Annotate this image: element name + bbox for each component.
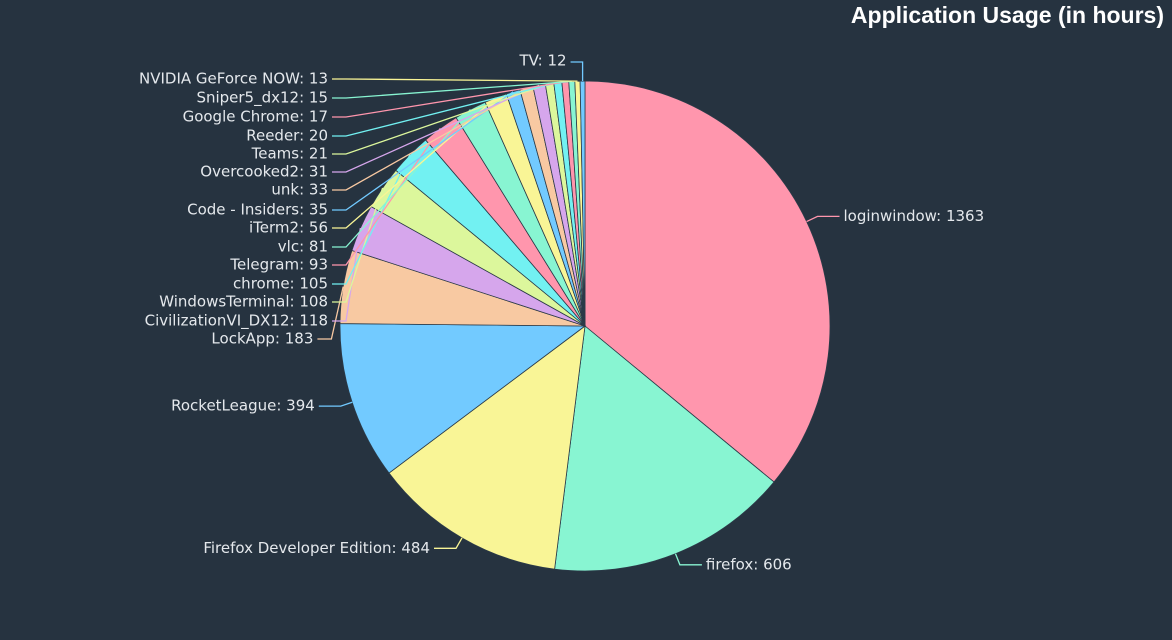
leader-lines	[317, 61, 840, 566]
leader-line	[332, 81, 566, 118]
slice-label: Telegram: 93	[229, 256, 328, 274]
slice-label: iTerm2: 56	[249, 219, 328, 237]
leader-line	[332, 187, 384, 303]
slice-label: Google Chrome: 17	[183, 108, 328, 126]
pie-slice-firefox[interactable]	[554, 325, 775, 572]
slice-label: Overcooked2: 31	[200, 163, 328, 181]
slice-label: Firefox Developer Edition: 484	[203, 539, 430, 557]
slice-label: vlc: 81	[278, 238, 328, 256]
slice-label: unk: 33	[271, 181, 328, 199]
leader-line	[332, 91, 514, 211]
pie-slice-rocketleague[interactable]	[339, 323, 587, 474]
pie-slice-tv[interactable]	[579, 80, 586, 327]
leader-line	[674, 553, 702, 566]
slice-labels: loginwindow: 1363 firefox: 606 Firefox Dev…	[139, 52, 984, 574]
slice-label: NVIDIA GeForce NOW: 13	[139, 70, 328, 88]
slice-label: Teams: 21	[251, 145, 328, 163]
slice-label: loginwindow: 1363	[844, 207, 985, 225]
pie-slices	[339, 80, 831, 572]
leader-line	[332, 80, 572, 99]
leader-line	[332, 97, 497, 229]
leader-line	[332, 82, 550, 155]
pie-slice-firefox-developer-edition[interactable]	[388, 325, 586, 570]
leader-line	[332, 227, 362, 322]
leader-line	[332, 84, 540, 173]
leader-line	[318, 401, 353, 407]
slice-label: Reeder: 20	[246, 127, 328, 145]
slice-label: RocketLeague: 394	[171, 397, 315, 415]
leader-line	[570, 61, 584, 81]
slice-label: Sniper5_dx12: 15	[196, 89, 328, 108]
slice-label: Code - Insiders: 35	[187, 201, 328, 219]
pie-slice-loginwindow[interactable]	[584, 80, 831, 483]
leader-line	[332, 81, 558, 137]
leader-line	[332, 154, 411, 285]
chart-title: Application Usage (in hours)	[850, 2, 1164, 28]
leader-line	[332, 78, 578, 82]
leader-line	[806, 215, 840, 223]
slice-label: CivilizationVI_DX12: 118	[145, 312, 328, 331]
slice-label: WindowsTerminal: 108	[159, 293, 328, 311]
slice-label: firefox: 606	[706, 555, 792, 573]
leader-line	[434, 537, 463, 549]
leader-line	[332, 87, 527, 191]
slice-label: TV: 12	[518, 52, 566, 70]
slice-label: LockApp: 183	[211, 330, 313, 348]
slice-label: chrome: 105	[233, 275, 328, 293]
leader-line	[317, 286, 344, 340]
